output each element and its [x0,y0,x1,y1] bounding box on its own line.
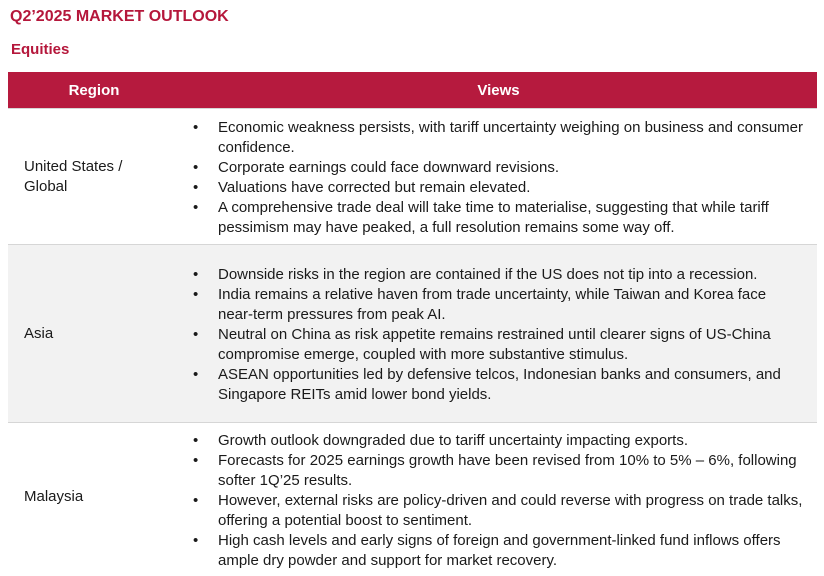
bullet-icon: • [193,492,199,509]
region-cell: Asia [8,324,180,344]
column-header-region: Region [68,81,120,99]
table-header: Region Views [8,72,817,108]
list-item: • A comprehensive trade deal will take ti… [180,198,803,238]
list-item: • Corporate earnings could face downward … [180,158,803,178]
table-row: Malaysia • Growth outlook downgraded due … [8,422,817,576]
region-label: Asia [24,324,54,342]
views-cell: • Growth outlook downgraded due to tariff… [180,423,817,576]
views-cell: • Economic weakness persists, with tariff… [180,110,817,244]
list-item: • Neutral on China as risk appetite remai… [180,325,803,365]
outlook-table: Region Views United States / Global • Eco… [8,72,817,576]
list-item: • Economic weakness persists, with tariff… [180,118,803,158]
views-list: • Economic weakness persists, with tariff… [180,118,803,238]
bullet-icon: • [193,198,199,216]
region-label: Malaysia [24,488,84,505]
bullet-icon: • [193,365,199,383]
list-item: • However, external risks are policy-driv… [180,491,803,531]
region-cell: United States / Global [8,157,180,197]
view-text: Corporate earnings could face downward r… [218,158,560,176]
list-item: • Forecasts for 2025 earnings growth have… [180,451,803,491]
view-text: A comprehensive trade deal will take tim… [218,198,769,236]
table-row: United States / Global • Economic weaknes… [8,108,817,244]
view-text: Economic weakness persists, with tariff … [218,118,804,156]
column-header-views: Views [477,81,520,99]
bullet-icon: • [193,158,199,176]
view-text: Downside risks in the region are contain… [218,265,758,283]
views-cell: • Downside risks in the region are contai… [180,257,817,411]
bullet-icon: • [193,325,199,343]
list-item: • High cash levels and early signs of for… [180,531,803,571]
view-text: Growth outlook downgraded due to tariff … [218,432,688,449]
section-title: Equities [11,41,70,58]
list-item: • Growth outlook downgraded due to tariff… [180,431,803,451]
views-list: • Growth outlook downgraded due to tariff… [180,431,803,571]
region-label: United States / Global [24,157,123,195]
page-title: Q2’2025 MARKET OUTLOOK [10,8,229,25]
view-text: India remains a relative haven from trad… [218,285,767,323]
bullet-icon: • [193,432,199,449]
view-text: Neutral on China as risk appetite remain… [218,325,771,363]
bullet-icon: • [193,265,199,283]
bullet-icon: • [193,532,199,549]
view-text: ASEAN opportunities led by defensive tel… [218,365,781,403]
table-row: Asia • Downside risks in the region are c… [8,244,817,422]
view-text: Valuations have corrected but remain ele… [218,178,531,196]
view-text: Forecasts for 2025 earnings growth have … [218,452,797,489]
view-text: High cash levels and early signs of fore… [218,532,781,569]
views-list: • Downside risks in the region are contai… [180,265,803,405]
list-item: • India remains a relative haven from tra… [180,285,803,325]
bullet-icon: • [193,452,199,469]
view-text: However, external risks are policy-drive… [218,492,803,529]
list-item: • Downside risks in the region are contai… [180,265,803,285]
bullet-icon: • [193,178,199,196]
list-item: • Valuations have corrected but remain el… [180,178,803,198]
bullet-icon: • [193,285,199,303]
bullet-icon: • [193,118,199,136]
list-item: • ASEAN opportunities led by defensive te… [180,365,803,405]
region-cell: Malaysia [8,487,180,507]
